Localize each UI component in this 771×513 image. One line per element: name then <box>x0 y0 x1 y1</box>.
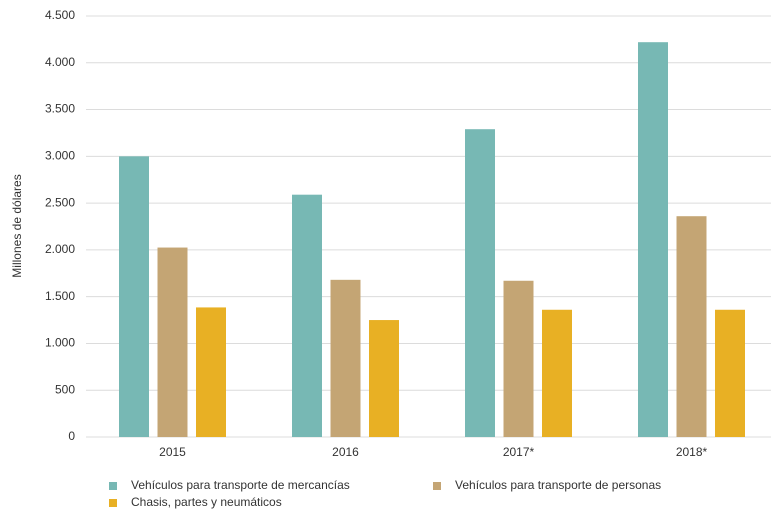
y-tick-label: 2.500 <box>45 195 75 209</box>
bar <box>119 156 149 438</box>
bar <box>292 194 322 437</box>
y-tick-label: 500 <box>55 382 75 396</box>
x-tick-label: 2016 <box>332 445 359 459</box>
legend-swatch <box>433 482 441 490</box>
legend-label: Vehículos para transporte de personas <box>455 478 661 492</box>
bar <box>330 279 361 437</box>
legend-label: Vehículos para transporte de mercancías <box>131 478 350 492</box>
bar <box>715 309 745 437</box>
y-tick-label: 3.000 <box>45 149 75 163</box>
x-tick-label: 2018* <box>676 445 708 459</box>
y-tick-label: 1.500 <box>45 289 75 303</box>
y-tick-label: 2.000 <box>45 242 75 256</box>
legend-swatch <box>109 499 117 507</box>
bar <box>676 216 707 437</box>
y-tick-label: 1.000 <box>45 336 75 350</box>
y-tick-label: 4.500 <box>45 8 75 22</box>
bar <box>157 247 188 437</box>
bar <box>369 320 399 437</box>
legend-label: Chasis, partes y neumáticos <box>131 495 282 509</box>
bar <box>503 280 534 437</box>
y-tick-label: 4.000 <box>45 55 75 69</box>
y-tick-label: 0 <box>68 429 75 443</box>
bar <box>196 307 226 437</box>
y-axis-label: Millones de dólares <box>10 174 24 277</box>
bar <box>638 42 668 437</box>
x-tick-label: 2015 <box>159 445 186 459</box>
bar <box>542 309 572 437</box>
x-tick-label: 2017* <box>503 445 535 459</box>
y-tick-label: 3.500 <box>45 102 75 116</box>
bar <box>465 129 495 438</box>
legend-swatch <box>109 482 117 490</box>
